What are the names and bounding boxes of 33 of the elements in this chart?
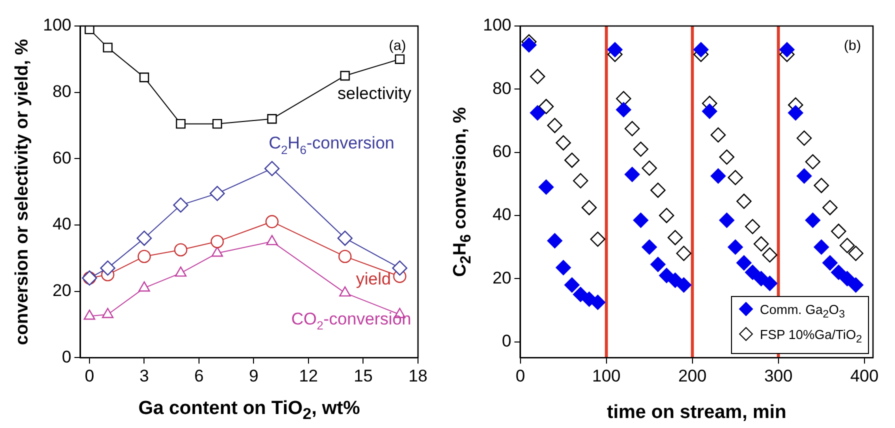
y-tick-label: 60	[492, 142, 512, 162]
x-tick-label: 18	[408, 366, 428, 386]
legend-label: FSP 10%Ga/TiO$_{2}$	[760, 327, 862, 346]
x-tick-label: 100	[592, 366, 621, 386]
annotation: (b)	[844, 37, 862, 53]
x-tick-label: 6	[194, 366, 204, 386]
y-tick-label: 80	[492, 78, 512, 98]
y-tick-label: 100	[42, 16, 72, 35]
y-tick-label: 0	[502, 331, 512, 350]
x-tick-label: 400	[850, 366, 879, 386]
x-tick-label: 12	[299, 366, 318, 386]
y-tick-label: 40	[52, 214, 72, 234]
x-tick-label: 0	[516, 366, 526, 386]
y-tick-label: 80	[52, 82, 72, 102]
x-axis-title: time on stream, min	[606, 402, 786, 424]
x-tick-label: 15	[354, 366, 373, 386]
x-tick-label: 200	[678, 366, 707, 386]
y-tick-label: 20	[492, 268, 512, 288]
x-tick-label: 0	[84, 366, 94, 386]
x-tick-label: 3	[140, 366, 149, 386]
series-label: yield	[356, 270, 391, 289]
y-tick-label: 0	[62, 347, 72, 366]
y-tick-label: 100	[482, 16, 512, 35]
series-label: selectivity	[338, 84, 412, 103]
annotation: (a)	[388, 37, 406, 53]
x-axis-title: Ga content on TiO$_{2}$, wt%	[138, 398, 360, 424]
y-axis-title: conversion or selectivity or yield, %	[12, 38, 32, 345]
x-tick-label: 300	[764, 366, 793, 386]
y-tick-label: 60	[52, 148, 72, 168]
x-tick-label: 9	[249, 366, 258, 386]
legend-label: Comm. Ga$_{2}$O$_{3}$	[760, 302, 845, 322]
y-tick-label: 20	[52, 280, 72, 300]
y-tick-label: 40	[492, 205, 512, 224]
